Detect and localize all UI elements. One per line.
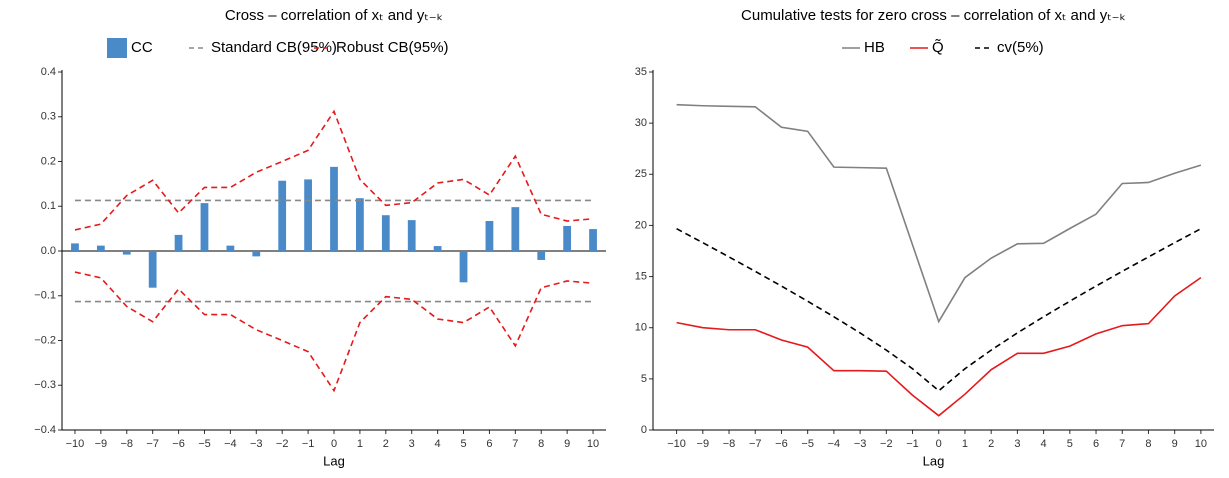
x-tick-label: −8 [120, 438, 133, 450]
y-tick-label: 25 [635, 168, 647, 180]
x-tick-label: 5 [1067, 438, 1073, 450]
y-tick-label: 30 [635, 117, 647, 129]
bar [330, 166, 338, 251]
x-tick-label: −2 [276, 438, 289, 450]
legend-label: HB [864, 39, 885, 56]
chart-title: Cumulative tests for zero cross – correl… [741, 7, 1126, 24]
x-tick-label: −7 [749, 438, 762, 450]
bar [459, 251, 468, 283]
x-tick-label: −1 [906, 438, 919, 450]
bar [96, 245, 105, 251]
x-tick-label: −3 [250, 438, 263, 450]
bar [356, 198, 364, 251]
x-tick-label: 1 [357, 438, 363, 450]
y-tick-label: −0.1 [34, 290, 56, 302]
x-tick-label: −7 [146, 438, 159, 450]
x-tick-label: −9 [697, 438, 710, 450]
x-tick-label: 4 [435, 438, 441, 450]
x-tick-label: −6 [775, 438, 788, 450]
bar [511, 207, 520, 251]
bar [122, 251, 131, 255]
y-tick-label: 0.4 [41, 66, 56, 78]
y-tick-label: 0.0 [41, 245, 56, 257]
x-tick-label: −10 [667, 438, 686, 450]
legend-label: Robust CB(95%) [336, 39, 449, 56]
x-tick-label: 2 [383, 438, 389, 450]
x-tick-label: 7 [512, 438, 518, 450]
x-tick-label: 8 [538, 438, 544, 450]
bar [200, 203, 209, 251]
bar [407, 220, 416, 251]
y-tick-label: 35 [635, 66, 647, 78]
x-tick-label: −8 [723, 438, 736, 450]
y-tick-label: 0.2 [41, 155, 56, 167]
bar [589, 229, 597, 251]
y-tick-label: 5 [641, 373, 647, 385]
x-tick-label: 6 [486, 438, 492, 450]
bar [381, 215, 390, 251]
bar [71, 243, 79, 251]
x-tick-label: 9 [564, 438, 570, 450]
legend-label: cv(5%) [997, 39, 1044, 56]
x-tick-label: 0 [331, 438, 337, 450]
legend-label: Q̃ [932, 38, 944, 55]
x-tick-label: 7 [1119, 438, 1125, 450]
x-tick-label: 6 [1093, 438, 1099, 450]
x-tick-label: 1 [962, 438, 968, 450]
x-tick-label: −10 [66, 438, 85, 450]
y-tick-label: 10 [635, 322, 647, 334]
y-tick-label: 20 [635, 219, 647, 231]
x-tick-label: 0 [936, 438, 942, 450]
series-line [676, 103, 1202, 324]
x-axis-label: Lag [323, 453, 345, 468]
x-tick-label: 3 [409, 438, 415, 450]
bar [304, 179, 312, 251]
chart-title: Cross – correlation of xₜ and yₜ₋ₖ [225, 7, 443, 24]
x-tick-label: −4 [224, 438, 237, 450]
x-tick-label: 10 [587, 438, 599, 450]
bar [148, 251, 157, 288]
x-tick-label: 4 [1041, 438, 1047, 450]
x-tick-label: −9 [95, 438, 108, 450]
legend-label: Standard CB(95%) [211, 39, 337, 56]
bar [226, 245, 235, 251]
x-tick-label: −2 [880, 438, 893, 450]
x-tick-label: −5 [198, 438, 211, 450]
x-tick-label: −3 [854, 438, 867, 450]
bar [174, 234, 183, 251]
y-tick-label: −0.2 [34, 334, 56, 346]
bar [485, 221, 494, 251]
bar [563, 225, 572, 251]
x-tick-label: 9 [1172, 438, 1178, 450]
bar [278, 180, 287, 251]
y-tick-label: −0.3 [34, 379, 56, 391]
y-tick-label: 0 [641, 424, 647, 436]
y-tick-label: 0.3 [41, 111, 56, 123]
legend-swatch [107, 38, 127, 58]
y-tick-label: 0.1 [41, 200, 56, 212]
x-tick-label: 10 [1195, 438, 1207, 450]
x-tick-label: −4 [828, 438, 841, 450]
series-line [676, 276, 1202, 417]
series-line [676, 227, 1202, 392]
x-tick-label: −5 [801, 438, 814, 450]
x-tick-label: 2 [988, 438, 994, 450]
x-tick-label: 3 [1014, 438, 1020, 450]
x-tick-label: 8 [1145, 438, 1151, 450]
bar [433, 246, 442, 251]
x-axis-label: Lag [923, 453, 945, 468]
x-tick-label: 5 [460, 438, 466, 450]
legend-label: CC [131, 39, 153, 56]
bar [252, 251, 261, 257]
y-tick-label: −0.4 [34, 424, 56, 436]
bar [537, 251, 546, 260]
x-tick-label: −6 [172, 438, 185, 450]
y-tick-label: 15 [635, 270, 647, 282]
series-line [74, 109, 594, 231]
series-line [74, 271, 594, 393]
x-tick-label: −1 [302, 438, 315, 450]
